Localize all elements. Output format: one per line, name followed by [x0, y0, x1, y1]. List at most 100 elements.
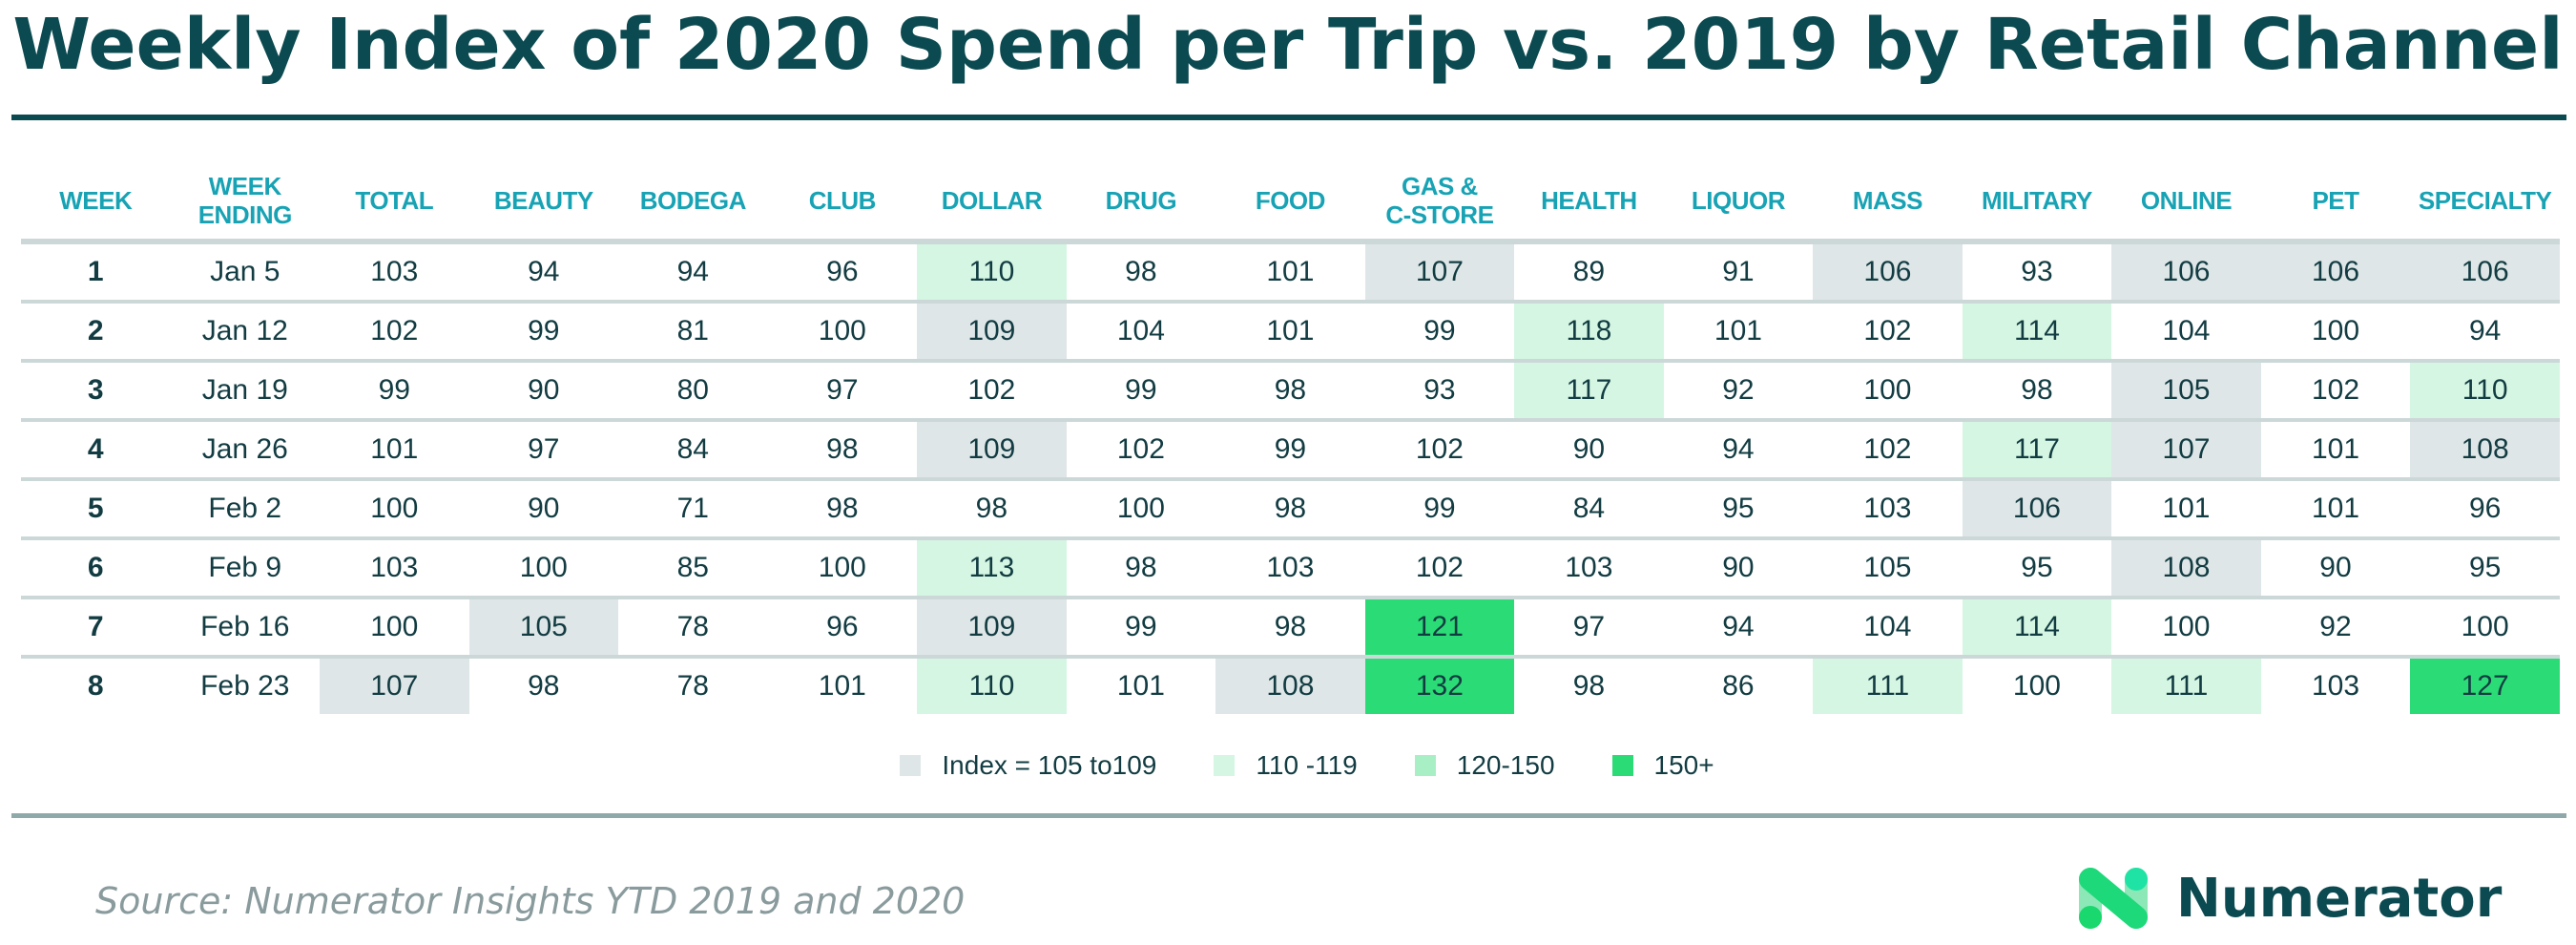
legend-item: 150+	[1611, 750, 1714, 781]
index-cell: 102	[1116, 433, 1165, 465]
week-cell: 7	[87, 611, 104, 642]
index-cell: 109	[917, 420, 1067, 479]
index-cell: 105	[468, 598, 619, 657]
index-cell: 99	[1125, 611, 1157, 642]
index-cell: 100	[818, 552, 866, 583]
index-cell: 109	[917, 598, 1067, 657]
index-cell: 98	[1274, 374, 1307, 406]
index-cell: 94	[2468, 315, 2502, 346]
index-cell: 97	[826, 374, 859, 406]
index-cell: 102	[1415, 552, 1464, 583]
index-cell: 106	[2111, 242, 2261, 302]
index-cell: 103	[1863, 493, 1912, 524]
index-cell: 121	[1364, 598, 1515, 657]
legend-swatch	[1611, 755, 1633, 776]
index-cell: 98	[1572, 670, 1606, 702]
index-cell: 98	[2021, 374, 2053, 406]
index-cell: 100	[370, 493, 419, 524]
index-cell: 132	[1364, 657, 1515, 714]
legend-item: Index = 105 to109	[900, 750, 1156, 781]
index-cell: 99	[378, 374, 410, 406]
index-cell: 104	[1863, 611, 1912, 642]
index-cell: 90	[1572, 433, 1606, 465]
column-header: SPECIALTY	[2418, 186, 2552, 215]
index-cell: 94	[676, 256, 709, 287]
index-cell: 78	[676, 611, 709, 642]
column-header: GAS & C-STORE	[1385, 172, 1494, 229]
logo-text: Numerator	[2176, 867, 2503, 930]
legend-swatch	[900, 755, 922, 776]
index-cell: 114	[1962, 598, 2112, 657]
index-cell: 98	[826, 433, 859, 465]
index-cell: 99	[1423, 493, 1456, 524]
week-ending-cell: Jan 26	[201, 433, 288, 465]
index-cell: 111	[2111, 657, 2261, 714]
index-cell: 94	[1722, 611, 1755, 642]
index-cell: 95	[2021, 552, 2053, 583]
column-header: HEALTH	[1541, 186, 1637, 215]
index-cell: 103	[2311, 670, 2360, 702]
column-header: DOLLAR	[941, 186, 1043, 215]
legend-item: 120-150	[1414, 750, 1555, 781]
week-cell: 2	[87, 315, 104, 346]
column-header: DRUG	[1105, 186, 1177, 215]
index-cell: 95	[1722, 493, 1755, 524]
index-cell: 93	[2021, 256, 2053, 287]
index-cell: 101	[1714, 315, 1762, 346]
index-cell: 96	[2468, 493, 2502, 524]
index-cell: 94	[1722, 433, 1755, 465]
index-cell: 102	[370, 315, 419, 346]
index-cell: 113	[917, 538, 1067, 598]
index-cell: 90	[1722, 552, 1755, 583]
index-cell: 101	[1266, 256, 1315, 287]
index-cell: 110	[917, 657, 1067, 714]
numerator-n-icon	[2079, 868, 2148, 929]
index-cell: 98	[826, 493, 859, 524]
index-cell: 90	[528, 374, 560, 406]
index-cell: 90	[528, 493, 560, 524]
column-header: BEAUTY	[493, 186, 593, 215]
index-cell: 107	[320, 657, 469, 714]
index-cell: 108	[2410, 420, 2560, 479]
column-header: LIQUOR	[1691, 186, 1786, 215]
index-cell: 102	[1863, 315, 1912, 346]
index-cell: 90	[2319, 552, 2352, 583]
week-cell: 3	[87, 374, 104, 406]
legend-swatch	[1414, 755, 1436, 776]
index-cell: 105	[2111, 361, 2261, 420]
footer-divider	[11, 813, 2566, 818]
index-cell: 98	[528, 670, 560, 702]
page-title: Weekly Index of 2020 Spend per Trip vs. …	[12, 4, 2564, 86]
index-cell: 102	[1415, 433, 1464, 465]
legend: Index = 105 to109 110 -119 120-150 150+	[0, 750, 2576, 781]
table-row: 6 Feb 9 103 100 85 100 113 98 103 102 103 90 105 95 10…	[21, 538, 2560, 598]
table-row: 5 Feb 2 100 90 71 98 98 100 98 99 84 95 103 106 101 101…	[21, 479, 2560, 538]
index-cell: 100	[2012, 670, 2061, 702]
column-header: MILITARY	[1982, 186, 2092, 215]
index-cell: 106	[2260, 242, 2411, 302]
table-row: 2 Jan 12 102 99 81 100 109 104 101 99 118 101 102 114…	[21, 302, 2560, 361]
index-cell: 103	[1565, 552, 1613, 583]
index-cell: 102	[2311, 374, 2360, 406]
index-cell: 86	[1722, 670, 1755, 702]
index-cell: 101	[2311, 493, 2360, 524]
index-cell: 100	[818, 315, 866, 346]
index-cell: 127	[2410, 657, 2560, 714]
index-cell: 101	[2311, 433, 2360, 465]
index-cell: 98	[975, 493, 1008, 524]
index-cell: 96	[826, 256, 859, 287]
table-row: 4 Jan 26 101 97 84 98 109 102 99 102 90 94 102 117 107…	[21, 420, 2560, 479]
table-row: 7 Feb 16 100 105 78 96 109 99 98 121 97 94 104 114 100…	[21, 598, 2560, 657]
week-cell: 5	[87, 493, 104, 524]
column-header: ONLINE	[2140, 186, 2233, 215]
week-ending-cell: Jan 5	[210, 256, 280, 287]
index-cell: 107	[1364, 242, 1515, 302]
index-cell: 104	[2162, 315, 2211, 346]
index-cell: 99	[1423, 315, 1456, 346]
index-cell: 106	[2410, 242, 2560, 302]
legend-label: Index = 105 to109	[942, 750, 1157, 780]
index-cell: 97	[1572, 611, 1606, 642]
index-cell: 111	[1813, 657, 1963, 714]
index-cell: 84	[676, 433, 709, 465]
index-cell: 103	[370, 552, 419, 583]
